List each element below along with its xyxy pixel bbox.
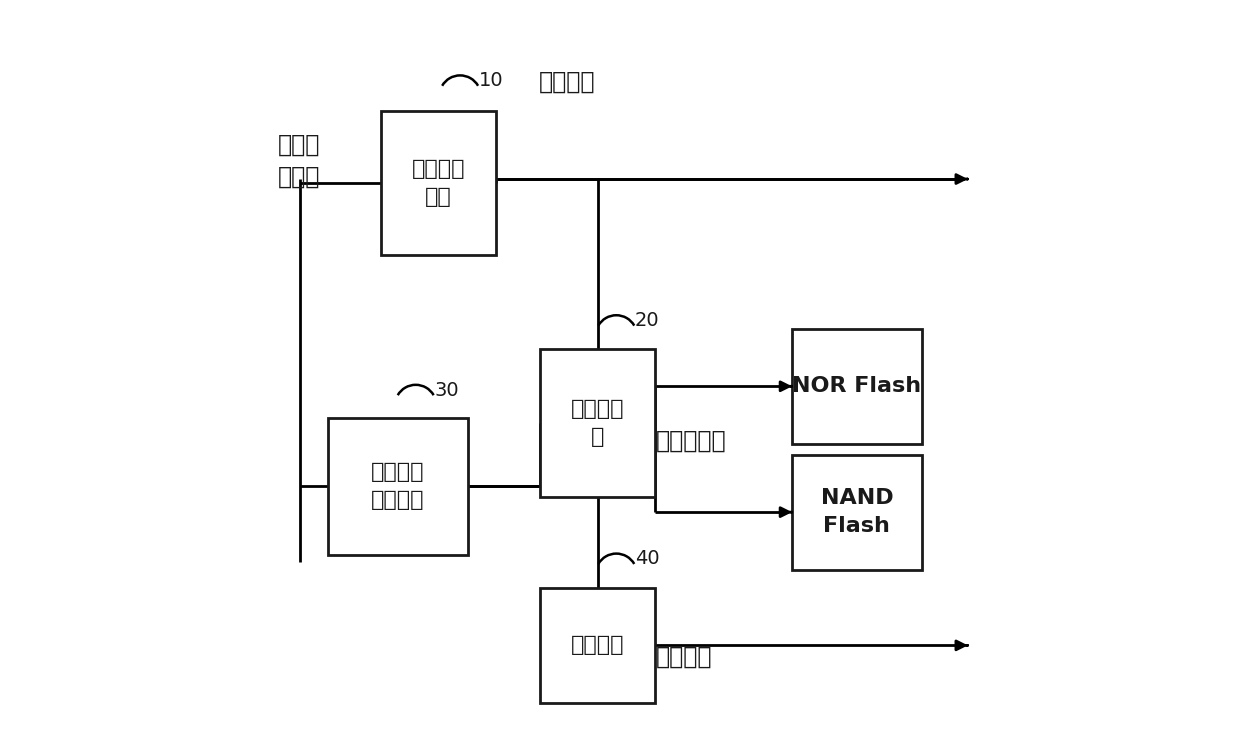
Bar bbox=[327, 418, 469, 555]
Text: 写保护模
块: 写保护模 块 bbox=[572, 399, 625, 447]
Text: 告警信号: 告警信号 bbox=[538, 70, 595, 94]
Text: 电源监控
模块: 电源监控 模块 bbox=[412, 159, 465, 207]
Bar bbox=[381, 111, 496, 255]
Text: 10: 10 bbox=[480, 71, 503, 90]
Bar bbox=[541, 588, 655, 703]
Text: NAND
Flash: NAND Flash bbox=[821, 488, 893, 536]
Text: 复位模块: 复位模块 bbox=[572, 635, 625, 655]
Bar bbox=[792, 329, 921, 444]
Text: 写保护信号: 写保护信号 bbox=[656, 429, 727, 453]
Text: 外部供
电电源: 外部供 电电源 bbox=[278, 133, 320, 188]
Text: 40: 40 bbox=[635, 549, 660, 568]
Text: 复位信号: 复位信号 bbox=[656, 645, 712, 669]
Text: 20: 20 bbox=[635, 311, 660, 330]
Bar bbox=[541, 349, 655, 497]
Text: 30: 30 bbox=[435, 380, 460, 400]
Bar bbox=[792, 455, 921, 569]
Text: NOR Flash: NOR Flash bbox=[792, 376, 921, 396]
Text: 独立电源
转换模块: 独立电源 转换模块 bbox=[371, 462, 424, 510]
